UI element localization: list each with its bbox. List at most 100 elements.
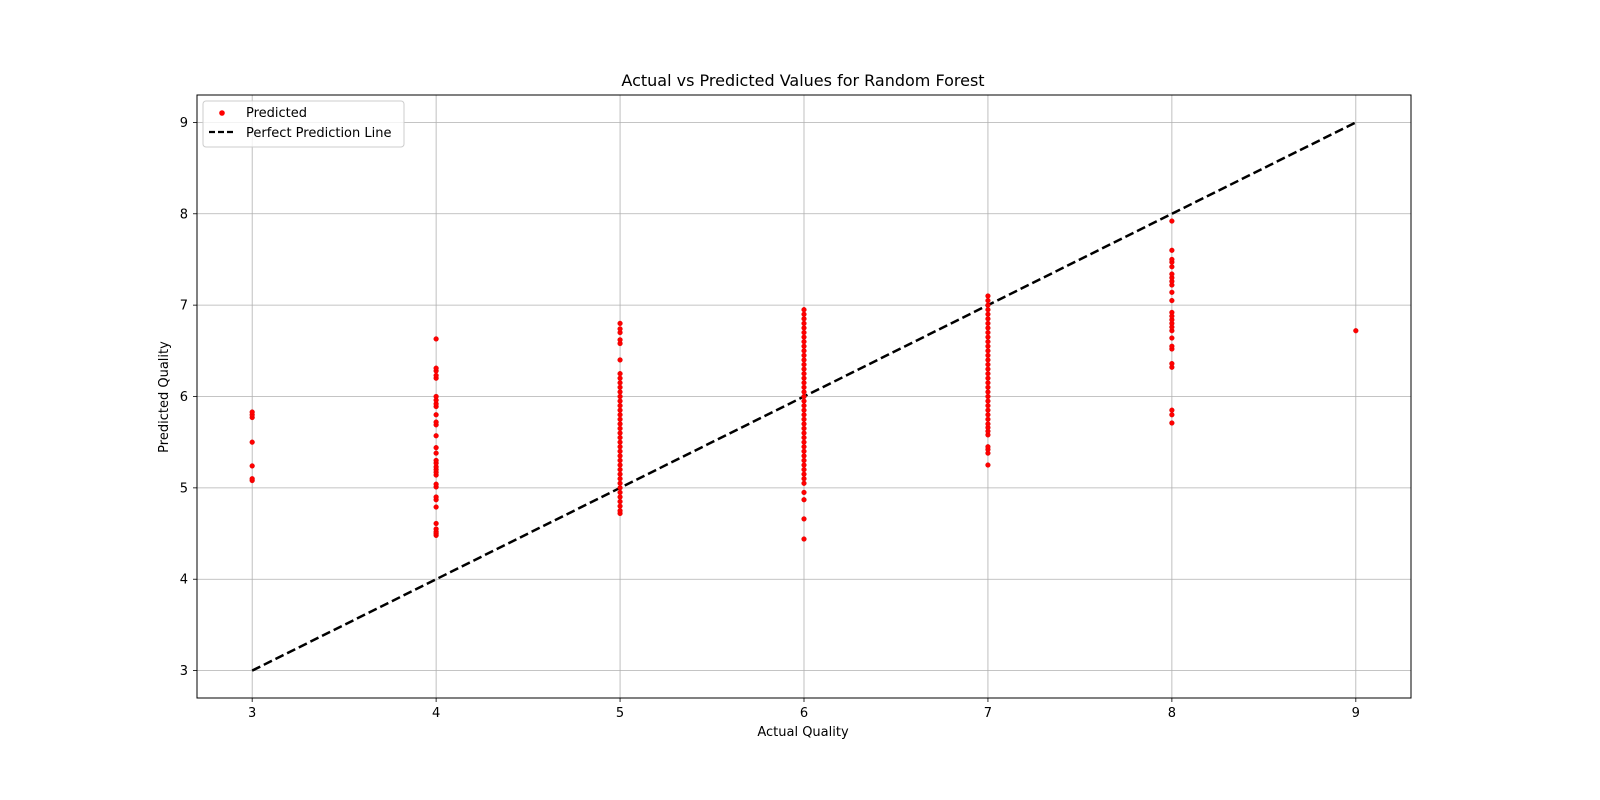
predicted-point xyxy=(617,357,623,363)
predicted-point xyxy=(801,439,807,445)
predicted-point xyxy=(1169,412,1175,418)
predicted-point xyxy=(617,421,623,427)
predicted-point xyxy=(801,320,807,327)
predicted-point xyxy=(801,348,807,354)
predicted-point xyxy=(801,444,807,450)
y-tick-label: 7 xyxy=(180,299,188,314)
x-tick-label: 4 xyxy=(432,706,440,721)
predicted-point xyxy=(985,334,991,340)
predicted-point xyxy=(1169,309,1175,316)
x-axis-ticks: 3 4 5 6 7 8 9 xyxy=(248,698,1360,721)
predicted-point xyxy=(801,457,807,464)
predicted-point xyxy=(985,380,991,386)
predicted-point xyxy=(985,412,991,418)
predicted-point xyxy=(801,329,807,336)
chart-title: Actual vs Predicted Values for Random Fo… xyxy=(621,71,984,90)
predicted-point xyxy=(801,471,807,477)
predicted-point xyxy=(985,462,991,468)
predicted-point xyxy=(801,325,807,331)
y-tick-label: 6 xyxy=(180,390,188,405)
predicted-point xyxy=(433,494,439,500)
predicted-point xyxy=(801,375,807,381)
predicted-point xyxy=(433,504,439,510)
predicted-point xyxy=(433,481,439,487)
predicted-point xyxy=(985,297,991,304)
x-tick-label: 9 xyxy=(1352,706,1360,721)
predicted-point xyxy=(985,407,991,413)
predicted-point xyxy=(985,371,991,377)
predicted-point xyxy=(985,357,991,363)
predicted-point xyxy=(801,412,807,418)
predicted-point xyxy=(801,389,807,395)
predicted-point xyxy=(433,457,439,464)
predicted-point xyxy=(1169,343,1175,349)
predicted-point xyxy=(433,419,439,425)
predicted-point xyxy=(617,485,623,491)
predicted-point xyxy=(433,372,439,379)
predicted-point xyxy=(985,403,991,409)
legend-label-predicted: Predicted xyxy=(246,106,307,121)
predicted-point xyxy=(433,450,439,456)
predicted-point xyxy=(985,361,991,368)
y-tick-label: 8 xyxy=(180,207,188,222)
predicted-point xyxy=(433,336,439,342)
predicted-point xyxy=(801,316,807,322)
predicted-point xyxy=(433,433,439,439)
predicted-point xyxy=(617,320,623,327)
predicted-point xyxy=(801,380,807,386)
predicted-point xyxy=(617,444,623,450)
predicted-point xyxy=(801,462,807,468)
predicted-point xyxy=(985,339,991,345)
predicted-point xyxy=(801,435,807,441)
predicted-point xyxy=(433,520,439,527)
predicted-point xyxy=(801,393,807,400)
predicted-point xyxy=(985,389,991,395)
y-tick-label: 5 xyxy=(180,481,188,496)
predicted-point xyxy=(801,357,807,363)
predicted-point xyxy=(801,334,807,340)
predicted-point xyxy=(1169,218,1175,224)
y-tick-label: 9 xyxy=(180,116,188,131)
predicted-point xyxy=(249,439,255,445)
x-tick-label: 5 xyxy=(616,706,624,721)
predicted-point xyxy=(617,398,623,404)
predicted-point xyxy=(617,416,623,422)
predicted-point xyxy=(1169,264,1175,270)
predicted-point xyxy=(801,489,807,496)
predicted-point xyxy=(1169,271,1175,277)
predicted-point xyxy=(617,384,623,390)
predicted-point xyxy=(617,471,623,477)
predicted-point xyxy=(985,421,991,427)
predicted-point xyxy=(249,409,255,415)
predicted-point xyxy=(985,307,991,313)
x-tick-label: 8 xyxy=(1168,706,1176,721)
grid-lines xyxy=(197,95,1411,698)
predicted-point xyxy=(801,480,807,486)
predicted-point xyxy=(617,476,623,482)
predicted-point xyxy=(617,430,623,436)
predicted-point xyxy=(801,403,807,409)
predicted-point xyxy=(1169,407,1175,413)
predicted-point xyxy=(617,389,623,395)
predicted-point xyxy=(617,371,623,377)
predicted-point xyxy=(617,508,623,514)
predicted-point xyxy=(985,302,991,308)
y-tick-label: 3 xyxy=(180,664,188,679)
predicted-point xyxy=(801,311,807,317)
predicted-point xyxy=(249,463,255,469)
predicted-point xyxy=(985,343,991,349)
predicted-point xyxy=(985,311,991,317)
predicted-point xyxy=(801,421,807,427)
predicted-points xyxy=(249,218,1359,542)
predicted-point xyxy=(617,380,623,386)
predicted-point xyxy=(801,366,807,372)
predicted-point xyxy=(801,453,807,459)
predicted-point xyxy=(801,516,807,522)
predicted-point xyxy=(1169,420,1175,426)
predicted-point xyxy=(249,476,255,482)
predicted-point xyxy=(433,526,439,532)
predicted-point xyxy=(801,416,807,422)
predicted-point xyxy=(801,339,807,345)
legend: Predicted Perfect Prediction Line xyxy=(202,100,405,148)
